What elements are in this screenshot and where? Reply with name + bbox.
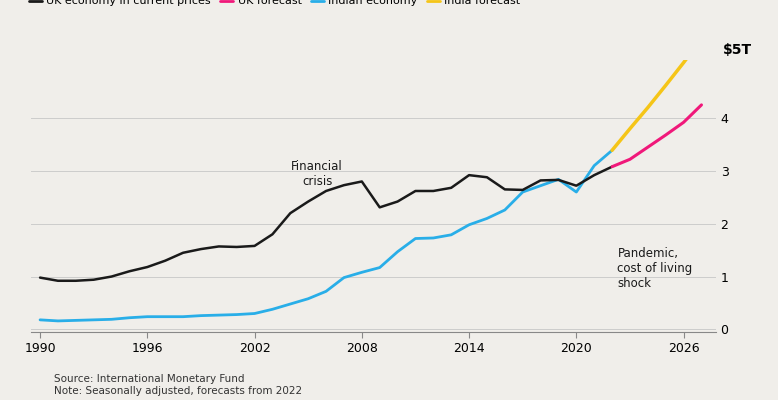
Text: Source: International Monetary Fund
Note: Seasonally adjusted, forecasts from 20: Source: International Monetary Fund Note… xyxy=(54,374,303,396)
Text: Financial
crisis: Financial crisis xyxy=(291,160,343,188)
Legend: UK economy in current prices, UK forecast, Indian economy, India forecast: UK economy in current prices, UK forecas… xyxy=(24,0,525,11)
Text: Pandemic,
cost of living
shock: Pandemic, cost of living shock xyxy=(618,248,692,290)
Text: $5T: $5T xyxy=(723,43,752,57)
